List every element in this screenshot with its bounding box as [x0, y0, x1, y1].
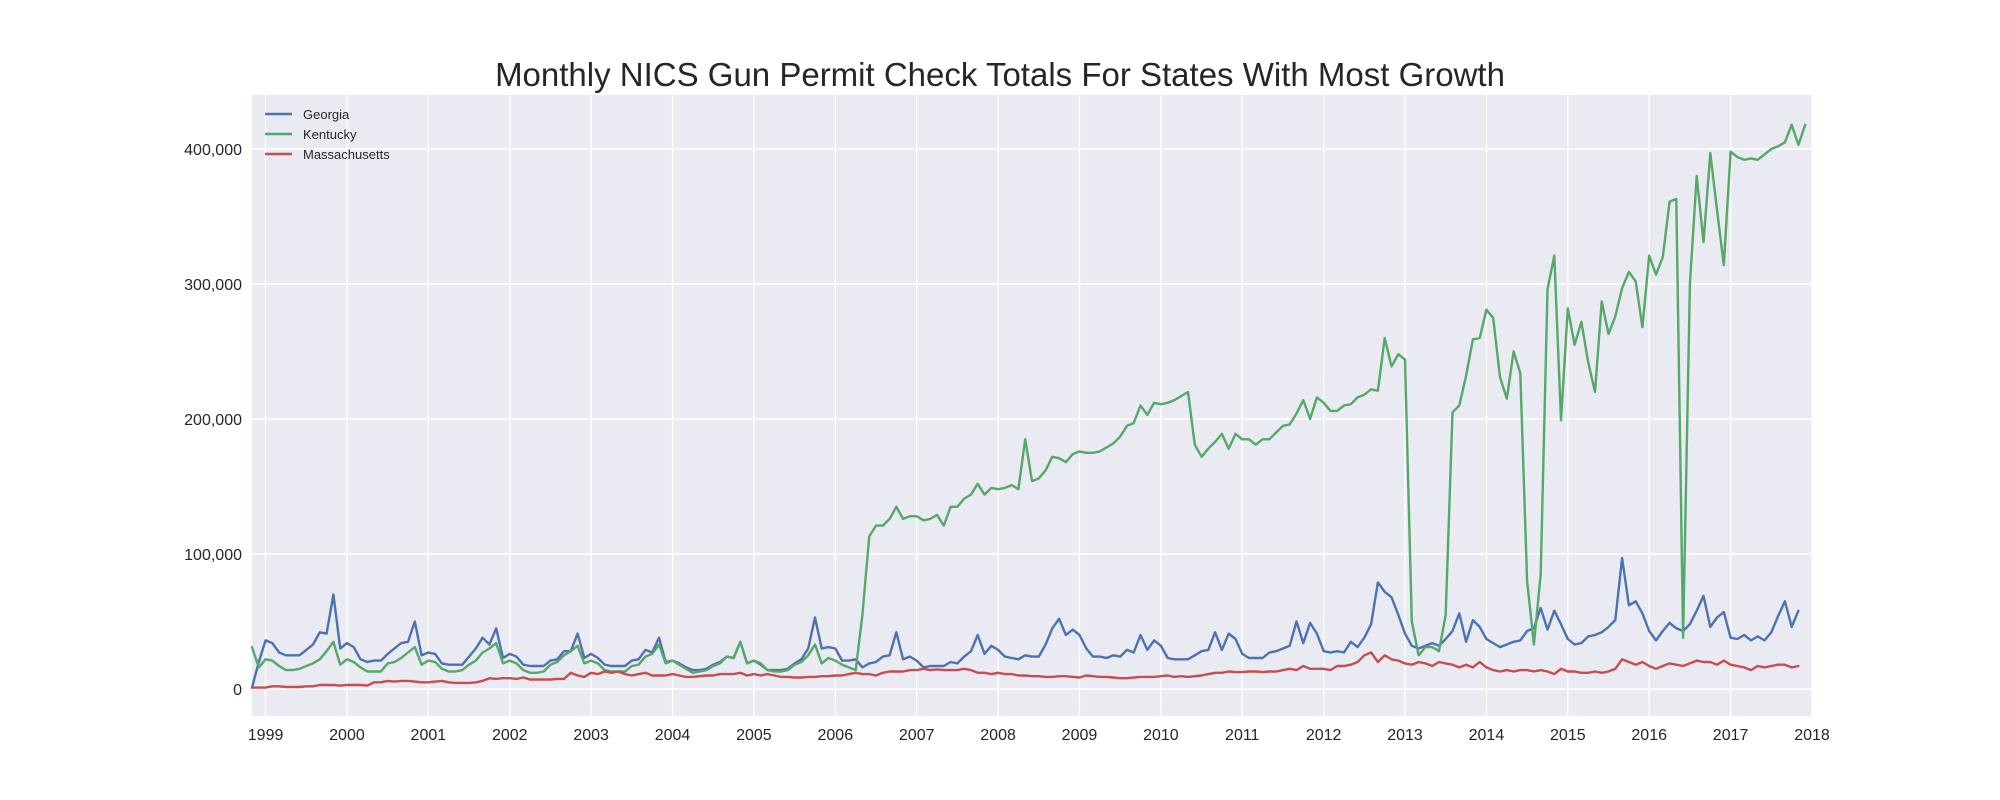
- y-axis: 0 100,000 200,000 300,000 400,000: [184, 142, 242, 699]
- legend-label: Massachusetts: [303, 147, 390, 162]
- y-tick-label: 200,000: [184, 412, 242, 429]
- y-tick-label: 0: [233, 682, 242, 699]
- series-layer: [250, 123, 1807, 689]
- x-tick-label: 2001: [411, 727, 447, 744]
- x-tick-label: 2013: [1387, 727, 1423, 744]
- x-axis: 1999 2000 2001 2002 2003 2004 2005 2006 2007 2008…: [248, 727, 1830, 744]
- x-tick-label: 2004: [655, 727, 691, 744]
- x-tick-label: 2002: [492, 727, 528, 744]
- y-tick-label: 300,000: [184, 277, 242, 294]
- x-tick-label: 2012: [1306, 727, 1342, 744]
- x-tick-label: 2015: [1550, 727, 1586, 744]
- series-line-georgia: [250, 556, 1800, 689]
- chart-title: Monthly NICS Gun Permit Check Totals For…: [495, 56, 1505, 93]
- gridlines: [252, 95, 1813, 716]
- x-tick-label: 2000: [329, 727, 365, 744]
- series-line-massachusetts: [250, 651, 1800, 689]
- x-tick-label: 2003: [573, 727, 609, 744]
- x-tick-label: 2006: [818, 727, 854, 744]
- legend-label: Georgia: [303, 107, 350, 122]
- legend-label: Kentucky: [303, 127, 357, 142]
- x-tick-label: 2016: [1631, 727, 1667, 744]
- x-tick-label: 2007: [899, 727, 935, 744]
- x-tick-label: 1999: [248, 727, 284, 744]
- x-tick-label: 2008: [980, 727, 1016, 744]
- legend: Georgia Kentucky Massachusetts: [265, 107, 390, 162]
- y-tick-label: 100,000: [184, 547, 242, 564]
- series-line-kentucky: [250, 123, 1807, 674]
- plot-area: [252, 95, 1812, 716]
- x-tick-label: 2009: [1062, 727, 1098, 744]
- x-tick-label: 2011: [1225, 727, 1260, 744]
- y-tick-label: 400,000: [184, 142, 242, 159]
- x-tick-label: 2010: [1143, 727, 1179, 744]
- x-tick-label: 2005: [736, 727, 772, 744]
- x-tick-label: 2017: [1713, 727, 1749, 744]
- x-tick-label: 2014: [1469, 727, 1505, 744]
- x-tick-label: 2018: [1794, 727, 1830, 744]
